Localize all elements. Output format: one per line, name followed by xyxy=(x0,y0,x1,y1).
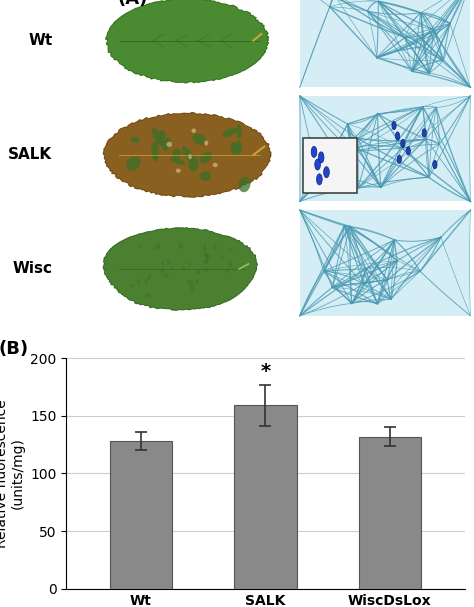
Ellipse shape xyxy=(145,279,147,285)
Polygon shape xyxy=(103,228,257,310)
Ellipse shape xyxy=(126,157,141,171)
Ellipse shape xyxy=(204,140,208,146)
Text: Wisc: Wisc xyxy=(12,262,52,276)
Ellipse shape xyxy=(204,267,208,273)
Ellipse shape xyxy=(191,129,196,133)
Ellipse shape xyxy=(203,253,208,257)
Ellipse shape xyxy=(222,127,237,137)
Ellipse shape xyxy=(196,279,199,284)
Ellipse shape xyxy=(164,273,169,279)
Bar xyxy=(300,96,470,202)
Ellipse shape xyxy=(236,124,242,138)
Ellipse shape xyxy=(206,253,211,259)
Circle shape xyxy=(406,147,410,155)
Ellipse shape xyxy=(172,266,174,270)
Circle shape xyxy=(324,167,329,178)
Y-axis label: Relative fluorescence
(units/mg): Relative fluorescence (units/mg) xyxy=(0,399,25,548)
Ellipse shape xyxy=(199,152,212,164)
Ellipse shape xyxy=(220,254,223,259)
Text: (C): (C) xyxy=(361,0,391,2)
Ellipse shape xyxy=(162,261,164,265)
Ellipse shape xyxy=(166,142,172,147)
Circle shape xyxy=(433,160,437,169)
Ellipse shape xyxy=(172,149,181,159)
Ellipse shape xyxy=(167,259,170,265)
Circle shape xyxy=(311,146,317,157)
Ellipse shape xyxy=(137,279,140,284)
Ellipse shape xyxy=(204,244,206,253)
Ellipse shape xyxy=(197,270,200,275)
Ellipse shape xyxy=(187,280,193,285)
Ellipse shape xyxy=(213,163,218,167)
Ellipse shape xyxy=(147,275,151,281)
Circle shape xyxy=(315,159,320,170)
Text: (B): (B) xyxy=(0,340,29,358)
Ellipse shape xyxy=(182,146,194,163)
Bar xyxy=(300,0,470,87)
Ellipse shape xyxy=(230,142,239,155)
Ellipse shape xyxy=(188,154,192,159)
Polygon shape xyxy=(103,113,271,197)
Ellipse shape xyxy=(130,283,133,287)
Text: SALK: SALK xyxy=(8,148,52,162)
Text: Wt: Wt xyxy=(28,33,52,48)
Ellipse shape xyxy=(182,265,184,270)
Ellipse shape xyxy=(228,260,233,267)
Circle shape xyxy=(317,174,322,185)
Ellipse shape xyxy=(190,283,194,292)
Ellipse shape xyxy=(176,169,181,173)
Circle shape xyxy=(392,121,396,130)
Ellipse shape xyxy=(203,259,209,264)
Circle shape xyxy=(401,139,405,148)
Ellipse shape xyxy=(238,177,250,192)
Ellipse shape xyxy=(228,247,234,252)
Bar xyxy=(300,210,470,316)
Ellipse shape xyxy=(188,262,191,266)
Ellipse shape xyxy=(151,142,159,161)
Ellipse shape xyxy=(144,293,150,297)
Ellipse shape xyxy=(160,268,164,274)
Bar xyxy=(359,436,421,589)
Ellipse shape xyxy=(162,137,171,151)
Bar xyxy=(234,405,297,589)
Text: (A): (A) xyxy=(118,0,148,8)
Ellipse shape xyxy=(225,269,230,273)
Ellipse shape xyxy=(192,134,206,145)
Text: *: * xyxy=(260,362,271,381)
Ellipse shape xyxy=(178,243,183,249)
Circle shape xyxy=(397,155,401,163)
Circle shape xyxy=(422,129,427,137)
Bar xyxy=(303,138,356,193)
Bar xyxy=(110,441,172,589)
Ellipse shape xyxy=(214,245,217,250)
Ellipse shape xyxy=(188,157,199,172)
Ellipse shape xyxy=(130,137,140,143)
Ellipse shape xyxy=(159,130,166,140)
Ellipse shape xyxy=(170,157,186,165)
Ellipse shape xyxy=(206,252,208,262)
Circle shape xyxy=(318,152,324,163)
Polygon shape xyxy=(106,0,269,83)
Ellipse shape xyxy=(138,243,141,248)
Ellipse shape xyxy=(155,244,161,250)
Ellipse shape xyxy=(236,140,242,155)
Circle shape xyxy=(395,132,400,140)
Ellipse shape xyxy=(152,128,164,147)
Ellipse shape xyxy=(199,171,211,181)
